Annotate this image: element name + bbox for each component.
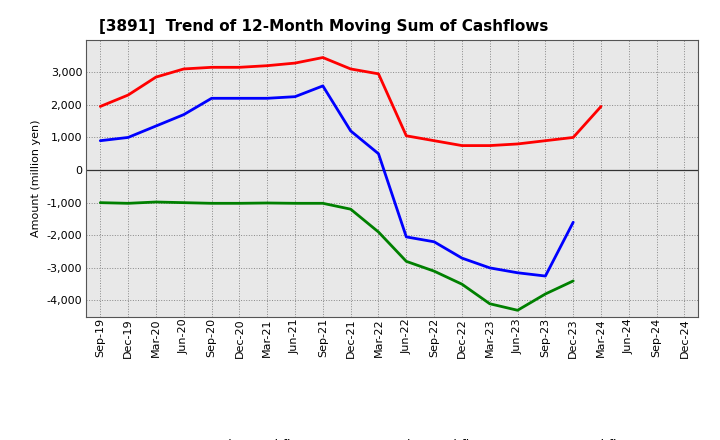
Investing Cashflow	[374, 229, 383, 235]
Operating Cashflow	[402, 133, 410, 139]
Free Cashflow	[513, 270, 522, 275]
Investing Cashflow	[96, 200, 104, 205]
Operating Cashflow	[291, 60, 300, 66]
Operating Cashflow	[458, 143, 467, 148]
Investing Cashflow	[318, 201, 327, 206]
Free Cashflow	[374, 151, 383, 156]
Investing Cashflow	[513, 308, 522, 313]
Operating Cashflow	[207, 65, 216, 70]
Operating Cashflow	[569, 135, 577, 140]
Operating Cashflow	[430, 138, 438, 143]
Free Cashflow	[96, 138, 104, 143]
Operating Cashflow	[152, 74, 161, 80]
Investing Cashflow	[430, 268, 438, 274]
Free Cashflow	[541, 273, 550, 279]
Operating Cashflow	[124, 92, 132, 98]
Free Cashflow	[179, 112, 188, 117]
Operating Cashflow	[374, 71, 383, 77]
Line: Investing Cashflow: Investing Cashflow	[100, 202, 573, 310]
Operating Cashflow	[263, 63, 271, 68]
Investing Cashflow	[346, 206, 355, 212]
Operating Cashflow	[541, 138, 550, 143]
Investing Cashflow	[235, 201, 243, 206]
Free Cashflow	[124, 135, 132, 140]
Line: Operating Cashflow: Operating Cashflow	[100, 58, 601, 146]
Operating Cashflow	[485, 143, 494, 148]
Operating Cashflow	[513, 141, 522, 147]
Investing Cashflow	[179, 200, 188, 205]
Free Cashflow	[402, 234, 410, 239]
Investing Cashflow	[263, 200, 271, 205]
Investing Cashflow	[485, 301, 494, 306]
Investing Cashflow	[291, 201, 300, 206]
Free Cashflow	[485, 265, 494, 271]
Operating Cashflow	[235, 65, 243, 70]
Free Cashflow	[430, 239, 438, 245]
Free Cashflow	[458, 256, 467, 261]
Free Cashflow	[346, 128, 355, 134]
Free Cashflow	[569, 220, 577, 225]
Investing Cashflow	[458, 282, 467, 287]
Free Cashflow	[235, 95, 243, 101]
Free Cashflow	[207, 95, 216, 101]
Y-axis label: Amount (million yen): Amount (million yen)	[31, 119, 41, 237]
Operating Cashflow	[346, 66, 355, 72]
Investing Cashflow	[569, 278, 577, 283]
Operating Cashflow	[179, 66, 188, 72]
Text: [3891]  Trend of 12-Month Moving Sum of Cashflows: [3891] Trend of 12-Month Moving Sum of C…	[99, 19, 548, 34]
Free Cashflow	[318, 83, 327, 88]
Free Cashflow	[263, 95, 271, 101]
Operating Cashflow	[597, 104, 606, 109]
Investing Cashflow	[541, 291, 550, 297]
Investing Cashflow	[124, 201, 132, 206]
Investing Cashflow	[207, 201, 216, 206]
Operating Cashflow	[96, 104, 104, 109]
Operating Cashflow	[318, 55, 327, 60]
Investing Cashflow	[402, 259, 410, 264]
Investing Cashflow	[152, 199, 161, 205]
Free Cashflow	[152, 123, 161, 128]
Free Cashflow	[291, 94, 300, 99]
Line: Free Cashflow: Free Cashflow	[100, 86, 573, 276]
